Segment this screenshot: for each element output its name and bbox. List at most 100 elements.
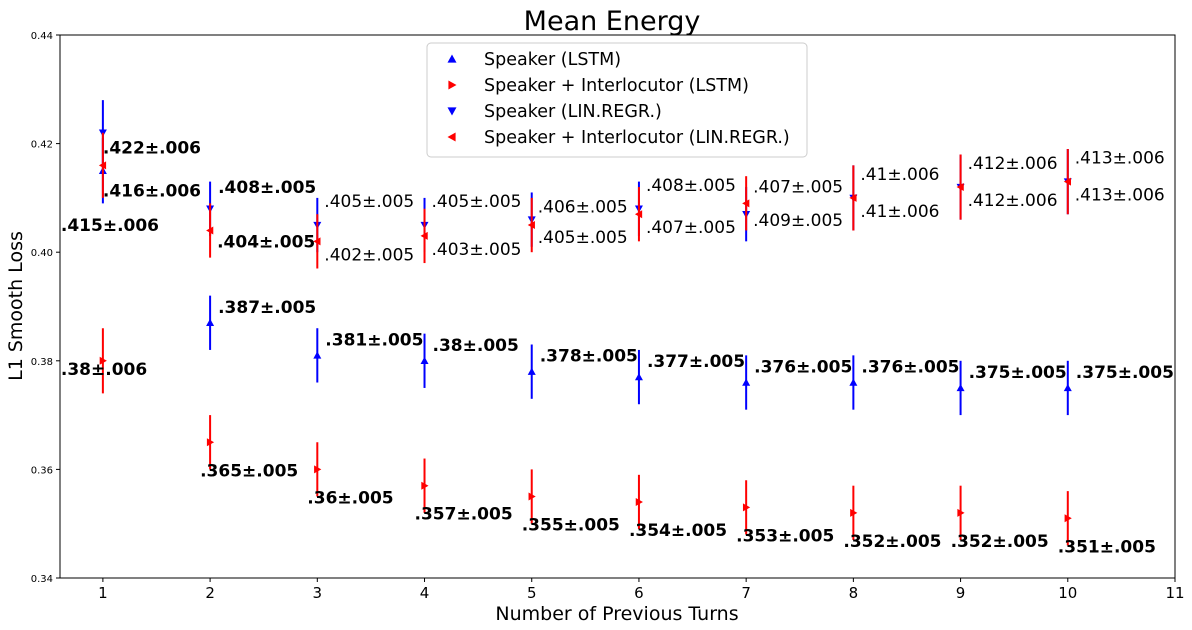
plot-frame — [59, 34, 1176, 579]
x-tick-label: 8 — [849, 584, 859, 602]
point-speaker-lstm — [742, 378, 751, 386]
point-speaker-lstm — [956, 383, 965, 392]
data-label-speaker-lstm: .381±.005 — [325, 330, 423, 350]
y-tick-label: 0.38 — [31, 357, 53, 368]
point-speaker-lstm — [313, 351, 322, 359]
point-speaker-interlocutor-linregr — [1063, 177, 1071, 186]
y-tick-label: 0.40 — [31, 248, 53, 259]
point-speaker-lstm — [849, 378, 858, 386]
data-label-speaker-interlocutor-linregr: .413±.006 — [1075, 186, 1165, 206]
data-label-speaker-interlocutor-linregr: .402±.005 — [324, 245, 414, 265]
data-label-speaker-linregr: .408±.005 — [646, 176, 736, 196]
data-label-speaker-interlocutor-lstm: .353±.005 — [736, 526, 834, 546]
x-tick-label: 4 — [420, 584, 430, 602]
data-label-speaker-interlocutor-lstm: .351±.005 — [1058, 537, 1156, 557]
y-tick-label: 0.42 — [31, 140, 53, 151]
data-label-speaker-lstm: .38±.005 — [433, 336, 519, 356]
data-label-speaker-linregr: .413±.006 — [1075, 149, 1165, 169]
legend: Speaker (LSTM) Speaker + Interlocutor (LS… — [426, 42, 808, 158]
x-tick-label: 11 — [1165, 584, 1184, 602]
data-label-speaker-interlocutor-linregr: .416±.006 — [103, 181, 201, 201]
data-label-speaker-linregr: .412±.006 — [968, 154, 1058, 174]
data-label-speaker-linregr: .405±.005 — [432, 192, 522, 212]
data-label-speaker-lstm: .375±.005 — [969, 363, 1067, 383]
x-tick-label: 10 — [1058, 584, 1077, 602]
data-label-speaker-lstm: .375±.005 — [1076, 363, 1174, 383]
point-speaker-lstm — [634, 373, 643, 381]
data-label-speaker-linregr: .409±.005 — [753, 211, 843, 231]
legend-marker-speaker-linregr — [447, 107, 457, 116]
x-tick-label: 7 — [741, 584, 751, 602]
x-tick-label: 9 — [956, 584, 966, 602]
point-speaker-lstm — [206, 318, 215, 326]
chart-title: Mean Energy — [524, 6, 701, 37]
point-speaker-interlocutor-linregr — [849, 193, 857, 202]
data-label-speaker-interlocutor-linregr: .405±.005 — [538, 228, 628, 248]
legend-label-speaker-linregr: Speaker (LIN.REGR.) — [484, 102, 662, 122]
point-speaker-lstm — [527, 367, 536, 375]
data-label-speaker-interlocutor-lstm: .357±.005 — [415, 505, 513, 525]
x-tick-label: 6 — [634, 584, 644, 602]
data-label-speaker-interlocutor-linregr: .407±.005 — [753, 177, 843, 197]
data-labels: .415±.006 .387±.005 .381±.005 .38±.005 .378±… — [61, 139, 1174, 558]
point-speaker-interlocutor-linregr — [742, 199, 750, 208]
x-axis-label: Number of Previous Turns — [495, 603, 738, 625]
point-speaker-interlocutor-linregr — [206, 226, 214, 235]
data-label-speaker-lstm: .376±.005 — [861, 358, 959, 378]
point-speaker-interlocutor-lstm — [957, 508, 965, 517]
data-marks — [98, 100, 1072, 546]
data-label-speaker-linregr: .422±.006 — [103, 139, 201, 159]
point-speaker-interlocutor-linregr — [420, 231, 428, 240]
axis-ticks: 1 2 3 4 5 6 7 8 9 10 11 0.34 0.36 0.38 0.40 0.42 0.44 — [31, 31, 1185, 602]
y-tick-label: 0.36 — [31, 465, 53, 476]
legend-label-speaker-lstm: Speaker (LSTM) — [484, 50, 621, 70]
data-label-speaker-interlocutor-lstm: .355±.005 — [522, 516, 620, 536]
point-speaker-interlocutor-lstm — [206, 438, 215, 447]
x-tick-label: 2 — [205, 584, 215, 602]
point-speaker-interlocutor-lstm — [742, 503, 751, 512]
data-label-speaker-interlocutor-linregr: .404±.005 — [217, 232, 315, 252]
data-label-speaker-linregr: .406±.005 — [538, 198, 628, 218]
legend-label-speaker-interlocutor-lstm: Speaker + Interlocutor (LSTM) — [484, 76, 749, 96]
point-speaker-interlocutor-lstm — [850, 508, 858, 517]
point-speaker-interlocutor-linregr — [527, 221, 535, 230]
point-speaker-interlocutor-linregr — [98, 161, 107, 170]
point-speaker-interlocutor-linregr — [956, 183, 964, 192]
y-axis-label: L1 Smooth Loss — [5, 231, 27, 381]
legend-marker-speaker-lstm — [447, 54, 457, 63]
data-label-speaker-interlocutor-linregr: .403±.005 — [432, 240, 522, 260]
data-label-speaker-lstm: .415±.006 — [61, 216, 159, 236]
point-speaker-lstm — [1063, 383, 1072, 392]
data-label-speaker-interlocutor-linregr: .41±.006 — [860, 202, 939, 222]
point-speaker-interlocutor-lstm — [421, 481, 429, 490]
point-speaker-interlocutor-lstm — [635, 497, 643, 506]
data-label-speaker-interlocutor-lstm: .352±.005 — [843, 532, 941, 552]
point-speaker-interlocutor-lstm — [314, 465, 322, 474]
data-label-speaker-interlocutor-lstm: .352±.005 — [951, 532, 1049, 552]
data-label-speaker-lstm: .378±.005 — [540, 347, 638, 367]
data-label-speaker-interlocutor-lstm: .354±.005 — [629, 521, 727, 541]
data-label-speaker-interlocutor-linregr: .407±.005 — [646, 218, 736, 238]
data-label-speaker-linregr: .405±.005 — [324, 192, 414, 212]
legend-marker-speaker-interlocutor-lstm — [448, 80, 457, 90]
point-speaker-lstm — [420, 356, 429, 364]
point-speaker-interlocutor-lstm — [99, 356, 107, 365]
data-label-speaker-interlocutor-lstm: .38±.006 — [61, 360, 147, 380]
point-speaker-interlocutor-lstm — [1064, 514, 1072, 523]
point-speaker-interlocutor-linregr — [313, 237, 321, 246]
data-label-speaker-linregr: .41±.006 — [860, 165, 939, 185]
data-label-speaker-linregr: .408±.005 — [218, 178, 316, 198]
x-tick-label: 1 — [98, 584, 108, 602]
x-tick-label: 5 — [527, 584, 537, 602]
legend-label-speaker-interlocutor-linregr: Speaker + Interlocutor (LIN.REGR.) — [484, 128, 790, 148]
legend-marker-speaker-interlocutor-linregr — [447, 132, 456, 142]
data-label-speaker-lstm: .387±.005 — [218, 298, 316, 318]
point-speaker-interlocutor-linregr — [634, 210, 643, 219]
y-tick-label: 0.34 — [31, 574, 53, 585]
data-label-speaker-interlocutor-lstm: .365±.005 — [200, 461, 298, 481]
data-label-speaker-interlocutor-lstm: .36±.005 — [307, 488, 393, 508]
point-speaker-interlocutor-lstm — [528, 492, 536, 501]
data-label-speaker-lstm: .376±.005 — [754, 358, 852, 378]
x-tick-label: 3 — [313, 584, 323, 602]
